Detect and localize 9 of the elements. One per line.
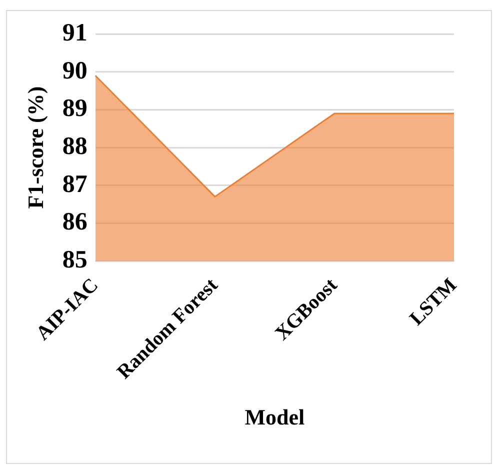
y-tick-label: 88 [62, 132, 88, 160]
y-tick-label: 87 [62, 170, 88, 198]
y-tick-label: 86 [62, 208, 88, 236]
y-tick-label: 91 [62, 19, 88, 46]
y-tick-label: 85 [62, 246, 88, 274]
y-tick-label: 89 [62, 95, 88, 122]
y-tick-label: 90 [62, 57, 88, 84]
x-axis-title: Model [244, 404, 305, 430]
y-axis-title: F1-score (%) [22, 86, 48, 209]
